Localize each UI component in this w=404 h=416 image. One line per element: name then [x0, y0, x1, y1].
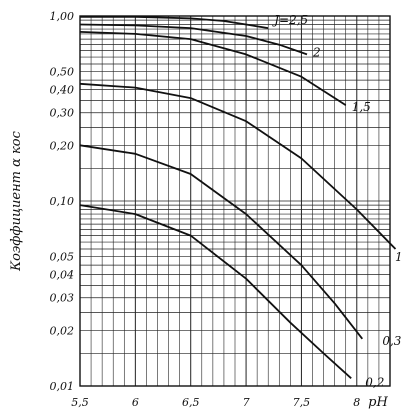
grid [79, 15, 391, 387]
x-tick-label: 8 [353, 396, 360, 409]
y-tick-label: 0,05 [50, 251, 75, 264]
series-line-4 [79, 144, 364, 340]
curve-label: 0,3 [382, 334, 401, 348]
x-axis-title: pH [368, 395, 388, 410]
y-axis-title: Коэффициент α кос [9, 130, 24, 272]
curves [79, 15, 397, 379]
y-tick-label: 0,10 [50, 195, 75, 208]
x-tick-label: 6,5 [182, 396, 200, 409]
y-tick-label: 0,03 [50, 292, 75, 305]
x-tick-label: 7,5 [293, 396, 311, 409]
curve-label: 0,2 [365, 375, 384, 389]
curve-label: 1 [395, 250, 403, 264]
series-line-1 [79, 23, 308, 56]
series-line-2 [79, 31, 347, 106]
x-tick-label: 5,5 [71, 396, 89, 409]
curve-label: 2 [312, 45, 321, 59]
y-tick-label: 0,04 [50, 269, 75, 282]
curve-labels: J=2,5 2 1,5 1 0,3 0,2 [271, 13, 402, 389]
plot-frame [79, 15, 391, 387]
y-tick-label: 0,30 [50, 107, 75, 120]
series-line-3 [79, 82, 397, 250]
series-line-0 [80, 15, 269, 29]
x-tick-label: 6 [132, 396, 139, 409]
y-tick-label: 0,02 [50, 324, 75, 337]
y-tick-label: 0,40 [50, 84, 75, 97]
x-tick-label: 7 [243, 396, 250, 409]
y-tick-label: 1,00 [50, 10, 75, 23]
y-axis: 1,00 0,50 0,40 0,30 0,20 0,10 0,05 0,04 0,03 0,02… [50, 10, 75, 393]
series-line-5 [79, 204, 352, 379]
x-axis: 5,5 6 6,5 7 7,5 8 [71, 396, 360, 409]
y-tick-label: 0,01 [50, 380, 75, 393]
y-tick-label: 0,20 [50, 139, 75, 152]
curve-label: 1,5 [352, 100, 371, 114]
y-tick-label: 0,50 [50, 66, 75, 79]
curve-label: J=2,5 [271, 13, 308, 27]
